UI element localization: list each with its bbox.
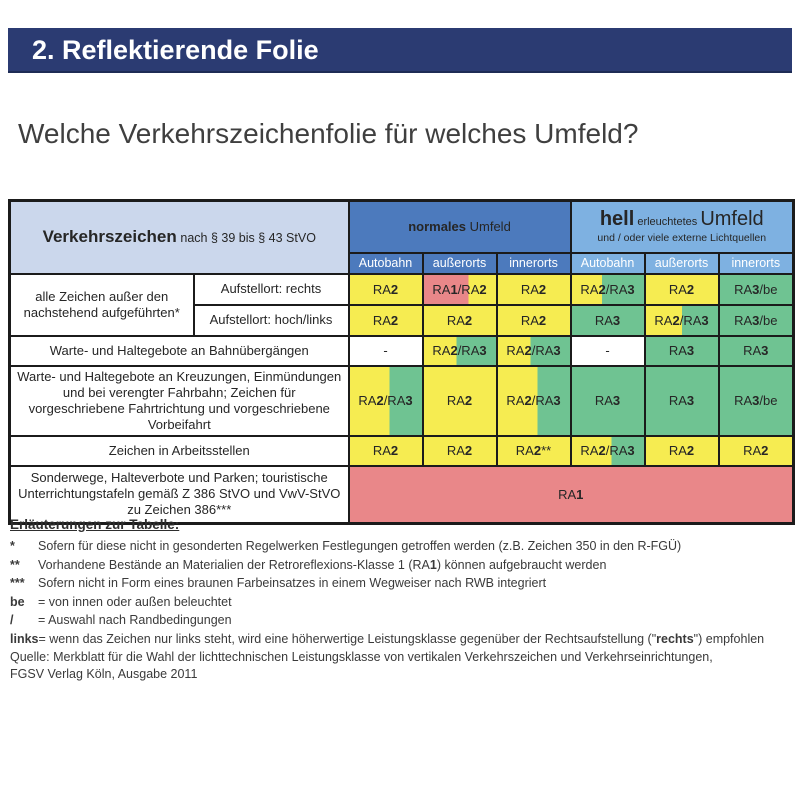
rating-cell: - bbox=[347, 334, 424, 367]
rating-cell: RA2 bbox=[495, 303, 572, 337]
col-header-autobahn-normal: Autobahn bbox=[347, 251, 424, 275]
rating-cell: RA2 bbox=[347, 303, 424, 337]
rating-cell-ra1-span: RA1 bbox=[347, 464, 795, 525]
col-header-ausserorts-normal: außerorts bbox=[421, 251, 498, 275]
rating-cell: RA3 bbox=[569, 364, 646, 437]
row-sublabel-hoch-links: Aufstellort: hoch/links bbox=[192, 303, 350, 337]
row-sublabel-rechts: Aufstellort: rechts bbox=[192, 272, 350, 306]
footnote-text: = wenn das Zeichen nur links steht, wird… bbox=[38, 631, 765, 646]
footnote-marker: * bbox=[10, 539, 15, 553]
footnote-marker: / bbox=[10, 613, 14, 627]
group-header-hell-umfeld: hell erleuchtetes Umfeld und / oder viel… bbox=[569, 199, 795, 254]
rating-cell: RA2 bbox=[495, 272, 572, 306]
rating-cell: RA3/be bbox=[717, 364, 795, 437]
rating-cell: - bbox=[569, 334, 646, 367]
footnote-text: Sofern nicht in Form eines braunen Farbe… bbox=[38, 576, 547, 590]
rating-cell: RA2** bbox=[495, 434, 572, 467]
footnote-marker: *** bbox=[10, 576, 25, 590]
col-header-ausserorts-hell: außerorts bbox=[643, 251, 720, 275]
table-row: Sonderwege, Halteverbote und Parken; tou… bbox=[8, 464, 795, 525]
table-row: Warte- und Haltegebote an Bahnübergängen… bbox=[8, 334, 795, 367]
rating-cell: RA2/RA3 bbox=[347, 364, 424, 437]
group-header-normal-bold: normales bbox=[408, 219, 467, 235]
source-line-1: Quelle: Merkblatt für die Wahl der licht… bbox=[10, 650, 713, 664]
rating-cell: RA2/RA3 bbox=[569, 434, 646, 467]
group-header-row: Verkehrszeichen nach § 39 bis § 43 StVO … bbox=[8, 199, 795, 275]
corner-subtitle: nach § 39 bis § 43 StVO bbox=[180, 231, 316, 246]
rating-cell: RA2 bbox=[347, 434, 424, 467]
source-line-2: FGSV Verlag Köln, Ausgabe 2011 bbox=[10, 667, 198, 681]
row-label-bahnuebergaenge: Warte- und Haltegebote an Bahnübergängen bbox=[8, 334, 350, 367]
footnote-text: = Auswahl nach Randbedingungen bbox=[38, 613, 232, 627]
footnote-item: ** Vorhandene Bestände an Materialien de… bbox=[10, 556, 792, 575]
rating-cell: RA2/RA3 bbox=[643, 303, 720, 337]
corner-title: Verkehrszeichen bbox=[42, 227, 177, 247]
rating-cell: RA3 bbox=[643, 364, 720, 437]
table-row: Zeichen in Arbeitsstellen RA2 RA2 RA2** … bbox=[8, 434, 795, 467]
rating-cell: RA3/be bbox=[717, 272, 795, 306]
source-reference: Quelle: Merkblatt für die Wahl der licht… bbox=[10, 649, 792, 683]
col-header-innerorts-normal: innerorts bbox=[495, 251, 572, 275]
rating-cell: RA2 bbox=[421, 303, 498, 337]
rating-cell: RA2 bbox=[717, 434, 795, 467]
table-row: alle Zeichen außer den nachstehend aufge… bbox=[8, 272, 795, 337]
rating-cell: RA2 bbox=[643, 272, 720, 306]
row-label-kreuzungen: Warte- und Haltegebote an Kreuzungen, Ei… bbox=[8, 364, 350, 437]
group-header-hell-rest: Umfeld bbox=[700, 208, 764, 231]
rating-cell: RA2 bbox=[421, 434, 498, 467]
rating-cell: RA3/be bbox=[717, 303, 795, 337]
table-row: Aufstellort: hoch/links RA2 RA2 RA2 RA3 … bbox=[10, 303, 795, 337]
corner-header-verkehrszeichen: Verkehrszeichen nach § 39 bis § 43 StVO bbox=[8, 199, 350, 275]
footnote-text: Vorhandene Bestände an Materialien der R… bbox=[38, 557, 607, 572]
footnote-item: links = wenn das Zeichen nur links steht… bbox=[10, 630, 792, 649]
footnote-item: *** Sofern nicht in Form eines braunen F… bbox=[10, 574, 792, 593]
col-header-autobahn-hell: Autobahn bbox=[569, 251, 646, 275]
rating-cell: RA2 bbox=[643, 434, 720, 467]
col-header-innerorts-hell: innerorts bbox=[717, 251, 795, 275]
group-header-hell-bold: hell bbox=[599, 208, 635, 231]
group-header-normal-rest: Umfeld bbox=[466, 219, 511, 235]
page-subtitle: Welche Verkehrszeichenfolie für welches … bbox=[18, 118, 639, 149]
footnote-text: Sofern für diese nicht in gesonderten Re… bbox=[38, 539, 682, 553]
rating-cell: RA3 bbox=[643, 334, 720, 367]
row-label-sonderwege: Sonderwege, Halteverbote und Parken; tou… bbox=[8, 464, 350, 525]
footnote-item: / = Auswahl nach Randbedingungen bbox=[10, 611, 792, 630]
rating-cell: RA1/RA2 bbox=[421, 272, 498, 306]
footnote-marker: ** bbox=[10, 557, 20, 572]
section-title-bar: 2. Reflektierende Folie bbox=[8, 28, 792, 73]
rating-cell: RA2/RA3 bbox=[569, 272, 646, 306]
footnote-marker: links bbox=[10, 631, 39, 646]
rating-cell: RA2 bbox=[421, 364, 498, 437]
column-header-row: Autobahn außerorts innerorts Autobahn au… bbox=[10, 251, 795, 275]
footnote-marker: be bbox=[10, 594, 25, 609]
rating-cell: RA2/RA3 bbox=[495, 334, 572, 367]
rating-cell: RA2/RA3 bbox=[495, 364, 572, 437]
section-title: 2. Reflektierende Folie bbox=[32, 35, 319, 65]
footnote-item: be = von innen oder außen beleuchtet bbox=[10, 593, 792, 612]
footnote-item: * Sofern für diese nicht in gesonderten … bbox=[10, 537, 792, 556]
group-header-hell-line1: hell erleuchtetes Umfeld bbox=[576, 209, 789, 232]
rating-cell: RA2/RA3 bbox=[421, 334, 498, 367]
rating-cell: RA3 bbox=[569, 303, 646, 337]
rating-cell: RA3 bbox=[717, 334, 795, 367]
row-label-alle-zeichen: alle Zeichen außer den nachstehend aufge… bbox=[8, 272, 195, 337]
group-header-hell-small: erleuchtetes bbox=[634, 216, 701, 229]
row-label-arbeitsstellen: Zeichen in Arbeitsstellen bbox=[8, 434, 350, 467]
table-row: Warte- und Haltegebote an Kreuzungen, Ei… bbox=[8, 364, 795, 437]
group-header-normales-umfeld: normales Umfeld bbox=[347, 199, 572, 254]
group-header-hell-line2: und / oder viele externe Lichtquellen bbox=[597, 232, 767, 245]
rating-cell: RA2 bbox=[347, 272, 424, 306]
sign-foil-environment-table: Verkehrszeichen nach § 39 bis § 43 StVO … bbox=[8, 199, 796, 525]
footnotes-title: Erläuterungen zur Tabelle: bbox=[10, 517, 180, 532]
footnotes-block: Erläuterungen zur Tabelle: * Sofern für … bbox=[10, 517, 792, 648]
footnote-text: = von innen oder außen beleuchtet bbox=[38, 594, 232, 609]
